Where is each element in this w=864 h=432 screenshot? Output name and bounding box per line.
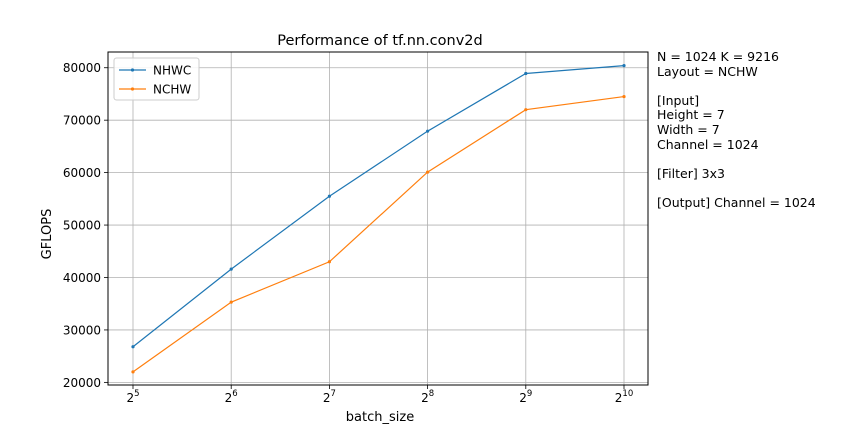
annotation-line (657, 152, 816, 167)
data-point-nchw (524, 108, 528, 112)
data-point-nchw (622, 94, 626, 99)
data-point-nchw (327, 260, 331, 264)
axis-ticks: 25 26 27 28 29 210 20000 30000 40000 50000 60000 70… (63, 61, 633, 405)
data-point-nchw (131, 370, 135, 374)
data-point-nhwc (426, 129, 430, 133)
legend-label-nchw: NCHW (153, 83, 191, 97)
legend-label-nhwc: NHWC (153, 64, 191, 78)
x-tick-label: 25 (126, 389, 139, 405)
annotation-line: Height = 7 (657, 107, 725, 123)
y-tick-label: 80000 (63, 61, 101, 75)
x-tick-label: 28 (421, 389, 434, 405)
grid-lines (108, 52, 648, 385)
series-line-nhwc (132, 65, 625, 348)
x-tick-label: 29 (519, 389, 532, 405)
annotation-line (657, 79, 816, 94)
annotation-line: [Filter] 3x3 (657, 165, 725, 181)
series-line-nchw (132, 95, 625, 373)
y-tick-label: 20000 (63, 376, 101, 390)
legend-marker-nchw (130, 87, 135, 91)
y-tick-label: 70000 (63, 114, 101, 128)
y-tick-label: 50000 (63, 219, 101, 233)
config-annotation: N = 1024 K = 9216 Layout = NCHW [Input] Hei… (657, 49, 816, 211)
legend-marker-nhwc (130, 68, 135, 72)
data-point-nhwc (229, 267, 233, 271)
y-axis-label: GFLOPS (40, 209, 55, 260)
x-tick-label: 27 (323, 389, 336, 405)
data-point-nhwc (524, 71, 528, 76)
data-point-nhwc (327, 194, 331, 198)
x-tick-label: 210 (615, 389, 633, 405)
annotation-line: N = 1024 K = 9216 (657, 49, 779, 64)
x-axis-label: batch_size (346, 410, 414, 425)
data-point-nhwc (131, 345, 135, 349)
legend: NHWC NCHW (113, 57, 200, 101)
annotation-line: Width = 7 (657, 121, 720, 137)
data-point-nhwc (622, 64, 626, 68)
y-tick-label: 60000 (63, 166, 101, 180)
annotation-line: [Output] Channel = 1024 (657, 194, 816, 210)
annotation-line (657, 181, 816, 196)
x-tick-label: 26 (225, 389, 238, 405)
annotation-line: Layout = NCHW (657, 63, 758, 79)
series-layer (131, 64, 626, 374)
y-tick-label: 40000 (63, 271, 101, 285)
y-tick-label: 30000 (63, 323, 101, 337)
data-point-nchw (426, 170, 430, 174)
plot-area-frame (107, 51, 649, 386)
annotation-line: Channel = 1024 (657, 136, 759, 152)
chart-title: Performance of tf.nn.conv2d (277, 33, 482, 49)
data-point-nchw (229, 300, 233, 304)
annotation-line: [Input] (657, 92, 700, 108)
